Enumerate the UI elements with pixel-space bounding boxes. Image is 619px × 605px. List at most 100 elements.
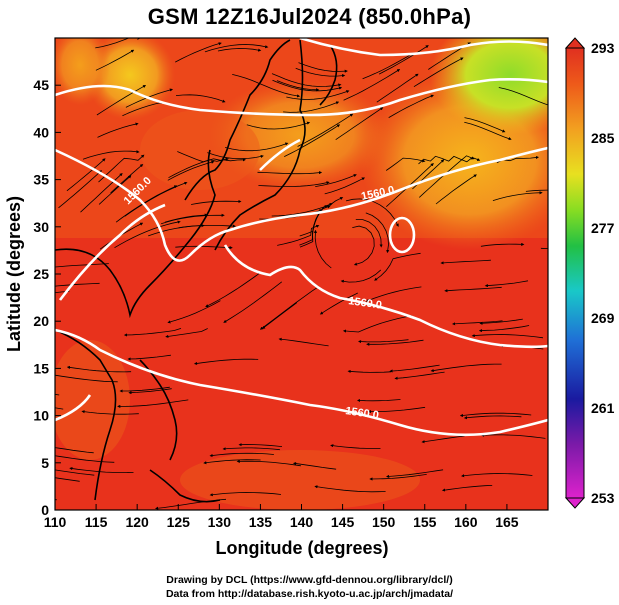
y-axis-ticks: 0 5 10 15 20 25 30 35 40 45	[33, 77, 61, 518]
streamline	[362, 52, 414, 80]
streamline	[193, 358, 259, 366]
streamline	[257, 171, 323, 175]
streamline	[277, 224, 320, 246]
streamline	[114, 220, 181, 249]
x-tick-label: 140	[290, 514, 314, 530]
x-tick-label: 155	[413, 514, 437, 530]
streamline	[203, 459, 261, 465]
streamline	[209, 452, 274, 458]
streamline	[207, 152, 264, 160]
x-axis-ticks: 110 115 120 125 130 135 140 145 150 155 160 165	[44, 504, 519, 530]
streamline	[55, 393, 60, 396]
streamline	[167, 300, 221, 324]
streamline	[471, 333, 544, 339]
colorbar-scale	[565, 47, 585, 499]
streamline	[66, 158, 106, 192]
streamline	[352, 225, 375, 266]
streamline	[98, 175, 132, 205]
streamline	[259, 286, 318, 330]
streamline	[95, 49, 135, 71]
streamline	[479, 318, 523, 325]
streamline	[66, 365, 132, 373]
streamline	[55, 263, 109, 268]
map-title: GSM 12Z16Jul2024 (850.0hPa)	[147, 4, 472, 29]
streamline	[232, 74, 301, 98]
streamline	[177, 151, 247, 163]
streamline	[365, 286, 422, 302]
streamline	[342, 315, 412, 333]
streamline	[58, 170, 102, 209]
x-tick-label: 125	[167, 514, 191, 530]
y-tick-label: 0	[41, 502, 49, 518]
streamline	[110, 163, 144, 194]
streamline	[236, 459, 301, 467]
streamline	[175, 42, 222, 63]
streamline	[463, 415, 522, 420]
streamline	[386, 469, 444, 478]
streamline	[209, 492, 282, 497]
streamline	[394, 371, 445, 380]
streamline	[498, 87, 548, 106]
streamline	[444, 286, 502, 293]
y-tick-label: 45	[33, 77, 49, 93]
streamline	[435, 174, 477, 205]
streamline	[388, 94, 434, 118]
drawing-credit: Drawing by DCL (https://www.gfd-dennou.o…	[166, 574, 453, 586]
contour-label: 1560.0	[345, 405, 380, 422]
streamline	[160, 213, 225, 225]
streamline	[525, 189, 548, 192]
colorbar-tick-label: 253	[591, 490, 615, 506]
streamline	[319, 292, 358, 315]
streamline	[481, 433, 546, 439]
streamline	[246, 121, 311, 130]
streamline	[335, 107, 384, 141]
colorbar-bottom-arrow	[564, 497, 586, 509]
y-tick-label: 35	[33, 172, 49, 188]
streamline	[96, 85, 147, 116]
streamline	[137, 38, 141, 40]
streamline	[315, 174, 357, 187]
streamline	[340, 269, 382, 283]
streamline	[347, 369, 392, 374]
streamline	[225, 142, 289, 152]
streamline	[389, 364, 440, 373]
x-axis-title: Longitude (degrees)	[215, 538, 388, 558]
streamline	[286, 90, 350, 100]
streamline	[343, 69, 401, 101]
streamline	[217, 48, 262, 52]
streamline	[345, 198, 399, 227]
contour-label: 1560.0	[348, 295, 383, 312]
streamline	[441, 485, 493, 492]
x-tick-label: 120	[125, 514, 149, 530]
streamline	[258, 181, 330, 187]
streamline	[127, 354, 171, 361]
streamline	[55, 291, 70, 294]
streamline	[97, 122, 139, 138]
streamline	[330, 444, 381, 449]
streamline	[272, 79, 343, 92]
y-tick-label: 25	[33, 266, 49, 282]
colorbar-top-arrow	[564, 37, 586, 49]
y-tick-label: 30	[33, 219, 49, 235]
streamline	[123, 328, 182, 337]
streamline	[122, 101, 164, 117]
streamline	[365, 212, 390, 254]
streamline	[385, 157, 426, 171]
streamline	[128, 388, 172, 395]
streamline	[430, 363, 502, 373]
streamline	[194, 38, 196, 39]
streamline	[55, 282, 100, 287]
streamline	[168, 157, 229, 179]
streamline	[81, 410, 139, 415]
y-tick-label: 10	[33, 408, 49, 424]
streamline	[55, 477, 80, 482]
streamline	[292, 461, 337, 470]
streamline	[175, 94, 226, 103]
streamline	[283, 101, 340, 113]
y-tick-label: 5	[41, 455, 49, 471]
y-tick-label: 15	[33, 360, 49, 376]
streamline	[117, 399, 189, 408]
streamline	[69, 466, 134, 473]
streamline	[324, 177, 366, 195]
streamline	[418, 155, 481, 165]
